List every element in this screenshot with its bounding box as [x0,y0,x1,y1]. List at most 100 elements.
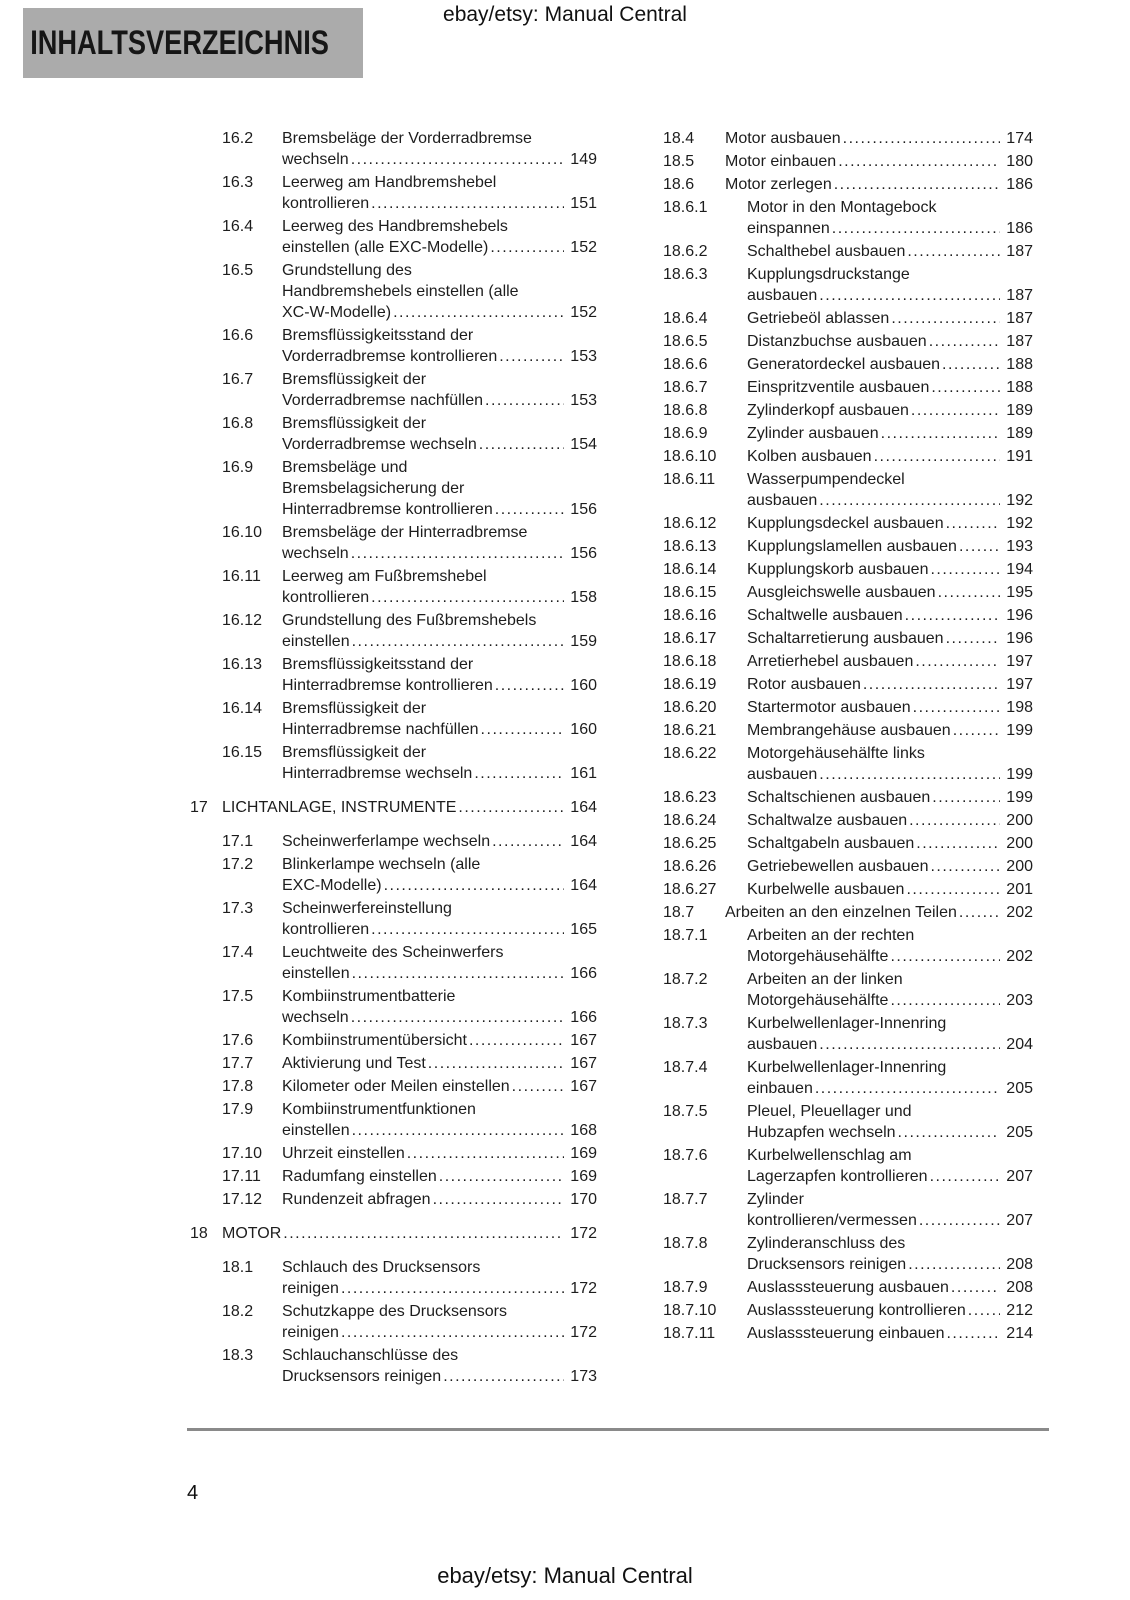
entry-line: Ausgleichswelle ausbauen 195 [747,582,1033,603]
toc-entry: 18.3 Schlauchanschlüsse des Drucksensors r… [185,1345,597,1387]
entry-number: 18.6.13 [663,538,717,555]
entry-page-number: 164 [570,833,597,850]
entry-title-line: wechseln [282,151,349,168]
entry-title-line: Getriebewellen ausbauen [747,858,929,875]
entry-title-line: Vorderradbremse kontrollieren [282,348,498,365]
entry-page-number: 187 [1006,310,1033,327]
entry-title-line: einstellen (alle EXC-Modelle) [282,239,489,256]
entry-line: Schlauchanschlüsse des [282,1345,597,1366]
entry-page-number: 207 [1006,1168,1033,1185]
toc-entry: 17.11 Radumfang einstellen 169 [185,1166,597,1187]
entry-title-line: Bremsbelagsicherung der [282,480,465,497]
entry-line: Schlauch des Drucksensors [282,1257,597,1278]
entry-line: Aktivierung und Test 167 [282,1053,597,1074]
entry-title-line: Grundstellung des [282,262,412,279]
page-number: 4 [187,1482,199,1504]
entry-page-number: 173 [570,1368,597,1385]
entry-line: Uhrzeit einstellen 169 [282,1143,597,1164]
entry-number: 18.7.5 [663,1103,708,1120]
entry-title-line: Kilometer oder Meilen einstellen [282,1078,510,1095]
entry-line: Grundstellung des Fußbremshebels [282,610,597,631]
toc-entry: 18.7.3 Kurbelwellenlager-Innenring ausbaue… [652,1013,1033,1055]
entry-number: 18.6.10 [663,448,717,465]
entry-body: Membrangehäuse ausbauen 199 [747,720,1033,741]
toc-entry: 18.7.5 Pleuel, Pleuellager und Hubzapfen w… [652,1101,1033,1143]
dot-leader [891,308,1000,329]
entry-title-line: einspannen [747,220,830,237]
entry-line: einspannen 186 [747,218,1033,239]
dot-leader [407,1143,564,1164]
entry-number: 18.6.18 [663,653,717,670]
entry-line: einstellen (alle EXC-Modelle) 152 [282,237,597,258]
entry-title-line: kontrollieren [282,921,370,938]
entry-page-number: 199 [1006,722,1033,739]
entry-body: Bremsbeläge und Bremsbelagsicherung der Hi… [282,457,597,520]
entry-title-line: kontrollieren [282,589,370,606]
entry-number: 18.7.3 [663,1015,708,1032]
entry-page-number: 160 [570,677,597,694]
toc-entry: 17.2 Blinkerlampe wechseln (alle EXC-Model… [185,854,597,896]
dot-leader [906,879,1000,900]
entry-number: 18.6.15 [663,584,717,601]
entry-line: Zylinder ausbauen 189 [747,423,1033,444]
entry-line: Kilometer oder Meilen einstellen 167 [282,1076,597,1097]
entry-title-line: Startermotor ausbauen [747,699,911,716]
entry-page-number: 187 [1006,287,1033,304]
entry-title-line: Arbeiten an den einzelnen Teilen [725,904,957,921]
entry-number: 16.15 [222,744,263,761]
entry-page-number: 207 [1006,1212,1033,1229]
entry-title-line: Schaltwalze ausbauen [747,812,908,829]
toc-entry: 18.6.18 Arretierhebel ausbauen 197 [652,651,1033,672]
entry-title-line: Uhrzeit einstellen [282,1145,405,1162]
entry-title-line: XC-W-Modelle) [282,304,392,321]
toc-section-entry: 18 MOTOR 172 [185,1223,597,1244]
entry-line: Blinkerlampe wechseln (alle [282,854,597,875]
entry-page-number: 180 [1006,153,1033,170]
entry-page-number: 196 [1006,607,1033,624]
toc-entry: 17.5 Kombiinstrumentbatterie wechseln 166 [185,986,597,1028]
entry-body: Leuchtweite des Scheinwerfers einstellen 1… [282,942,597,984]
dot-leader [481,719,564,740]
entry-number: 18.7.2 [663,971,708,988]
entry-page-number: 208 [1006,1279,1033,1296]
entry-page-number: 191 [1006,448,1033,465]
toc-entry: 18.6.24 Schaltwalze ausbauen 200 [652,810,1033,831]
dot-leader [890,946,1000,967]
entry-line: kontrollieren/vermessen 207 [747,1210,1033,1231]
entry-line: Motorgehäusehälfte 203 [747,990,1033,1011]
toc-entry: 16.2 Bremsbeläge der Vorderradbremse wechs… [185,128,597,170]
entry-number: 18.6.9 [663,425,708,442]
entry-page-number: 199 [1006,789,1033,806]
entry-number: 18.6.24 [663,812,717,829]
entry-title-line: Zylinder [747,1191,804,1208]
dot-leader [341,1278,564,1299]
entry-page-number: 167 [570,1032,597,1049]
entry-body: Leerweg am Handbremshebel kontrollieren 15… [282,172,597,214]
entry-page-number: 202 [1006,904,1033,921]
entry-line: Hinterradbremse kontrollieren 156 [282,499,597,520]
toc-entry: 18.6 Motor zerlegen 186 [652,174,1033,195]
entry-number: 16.5 [222,262,254,279]
dot-leader [908,1254,1000,1275]
entry-page-number: 193 [1006,538,1033,555]
entry-line: Hinterradbremse kontrollieren 160 [282,675,597,696]
toc-entry: 18.6.2 Schalthebel ausbauen 187 [652,241,1033,262]
toc-entry: 16.12 Grundstellung des Fußbremshebels ein… [185,610,597,652]
entry-line: ausbauen 204 [747,1034,1033,1055]
toc-entry: 18.6.21 Membrangehäuse ausbauen 199 [652,720,1033,741]
entry-line: einbauen 205 [747,1078,1033,1099]
entry-number: 18.6.25 [663,835,717,852]
entry-page-number: 205 [1006,1124,1033,1141]
entry-number: 18.6.22 [663,745,717,762]
entry-page-number: 161 [570,765,597,782]
entry-page-number: 204 [1006,1036,1033,1053]
entry-page-number: 149 [570,151,597,168]
entry-body: Grundstellung des Fußbremshebels einstell… [282,610,597,652]
entry-title-line: Blinkerlampe wechseln (alle [282,856,481,873]
entry-number: 16.13 [222,656,263,673]
entry-line: Bremsbeläge der Hinterradbremse [282,522,597,543]
entry-body: Kupplungslamellen ausbauen 193 [747,536,1033,557]
entry-title-line: Aktivierung und Test [282,1055,426,1072]
entry-line: Bremsflüssigkeit der [282,742,597,763]
entry-line: LICHTANLAGE, INSTRUMENTE 164 [222,797,597,818]
